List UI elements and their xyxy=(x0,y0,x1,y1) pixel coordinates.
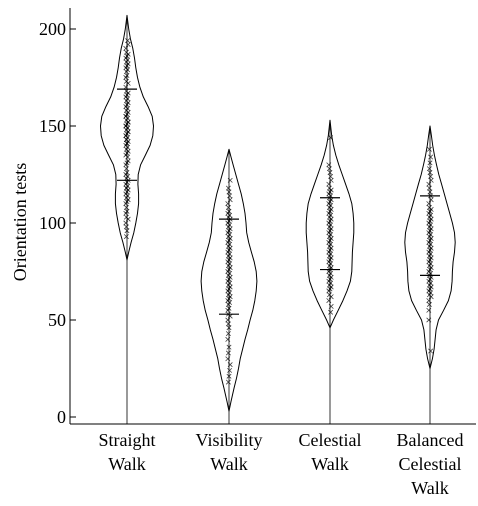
x-category-label: Visibility xyxy=(196,430,263,450)
data-point xyxy=(123,220,129,226)
data-point xyxy=(328,303,334,309)
data-point xyxy=(123,234,129,240)
data-point xyxy=(427,160,433,166)
data-point xyxy=(225,379,231,385)
data-point xyxy=(428,348,434,354)
y-tick-label: 100 xyxy=(39,213,66,233)
data-point xyxy=(123,214,129,220)
data-point xyxy=(225,204,231,210)
data-point xyxy=(326,162,332,168)
data-point xyxy=(426,307,432,313)
violin-4 xyxy=(404,125,456,424)
data-point xyxy=(227,177,233,183)
data-point xyxy=(125,158,131,164)
data-point xyxy=(226,305,232,311)
data-point xyxy=(326,292,332,298)
x-category-label: Straight xyxy=(99,430,156,450)
violin-1 xyxy=(100,14,154,424)
x-category-label: Walk xyxy=(108,454,146,474)
data-point xyxy=(226,208,232,214)
y-tick-label: 200 xyxy=(39,19,66,39)
data-point xyxy=(226,373,232,379)
data-point xyxy=(125,42,131,48)
data-point xyxy=(328,135,334,141)
data-point xyxy=(123,78,129,84)
data-point xyxy=(426,201,432,207)
violins-layer xyxy=(100,14,456,424)
y-tick-label: 150 xyxy=(39,116,66,136)
data-point xyxy=(226,325,232,331)
data-point xyxy=(427,170,433,176)
data-point xyxy=(227,362,233,368)
data-point xyxy=(227,197,233,203)
x-category-label: Walk xyxy=(411,478,449,498)
data-point xyxy=(226,344,232,350)
data-point xyxy=(428,173,434,179)
x-category-label: Walk xyxy=(311,454,349,474)
violin-outline xyxy=(100,14,154,261)
violin-points xyxy=(326,135,334,315)
data-point xyxy=(124,170,130,176)
data-point xyxy=(328,173,334,179)
data-point xyxy=(123,49,129,55)
y-tick-label: 0 xyxy=(57,407,66,427)
data-point xyxy=(426,301,432,307)
data-point xyxy=(225,321,231,327)
data-point xyxy=(426,204,432,210)
data-point xyxy=(326,166,332,172)
data-point xyxy=(227,367,233,373)
violin-2 xyxy=(200,148,258,424)
data-point xyxy=(225,201,231,207)
data-point xyxy=(426,185,432,191)
x-category-label: Celestial xyxy=(399,454,462,474)
data-point xyxy=(328,177,334,183)
violin-outline xyxy=(404,125,456,369)
data-point xyxy=(123,45,129,51)
data-point xyxy=(428,197,434,203)
data-point xyxy=(426,181,432,187)
data-point xyxy=(225,331,231,337)
data-point xyxy=(123,224,129,230)
data-point xyxy=(428,154,434,160)
data-point xyxy=(225,356,231,362)
data-point xyxy=(328,309,334,315)
data-point xyxy=(326,298,332,304)
data-point xyxy=(123,204,129,210)
data-point xyxy=(226,189,232,195)
data-point xyxy=(426,166,432,172)
labels-layer: Straight Walk Visibility Walk Celestial Walk B… xyxy=(99,430,464,498)
data-point xyxy=(326,181,332,187)
data-point xyxy=(225,336,231,342)
data-point xyxy=(124,228,130,234)
data-point xyxy=(426,146,432,152)
violin-points xyxy=(225,177,233,385)
data-point xyxy=(227,193,233,199)
data-point xyxy=(125,38,131,44)
data-point xyxy=(427,189,433,195)
data-point xyxy=(124,208,130,214)
data-point xyxy=(123,166,129,172)
x-category-label: Balanced xyxy=(397,430,464,450)
data-point xyxy=(426,317,432,323)
violin-3 xyxy=(305,119,355,424)
x-category-label: Celestial xyxy=(299,430,362,450)
x-category-label: Walk xyxy=(210,454,248,474)
data-point xyxy=(327,170,333,176)
violin-points xyxy=(426,146,434,354)
data-point xyxy=(225,317,231,323)
y-axis-label: Orientation tests xyxy=(10,163,30,281)
violin-points xyxy=(123,38,131,240)
data-point xyxy=(428,177,434,183)
data-point xyxy=(326,185,332,191)
data-point xyxy=(426,298,432,304)
y-tick-label: 50 xyxy=(48,310,66,330)
axes-layer: 0 50 100 150 200 xyxy=(39,8,476,427)
data-point xyxy=(225,185,231,191)
data-point xyxy=(124,73,130,79)
violin-outline xyxy=(200,148,258,412)
violin-outline xyxy=(305,119,355,329)
data-point xyxy=(225,350,231,356)
